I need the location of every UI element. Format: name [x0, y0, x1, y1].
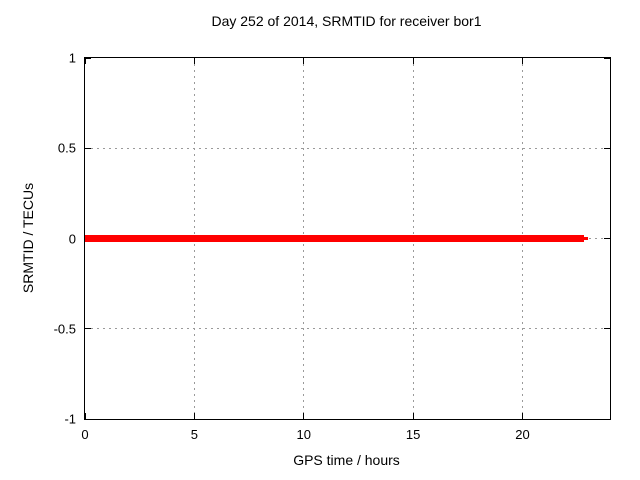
x-tick-mark [193, 413, 195, 419]
y-tick-mark [604, 328, 610, 330]
y-tick-mark [85, 147, 91, 149]
x-axis-label: GPS time / hours [293, 452, 400, 468]
x-tick-mark [84, 58, 86, 64]
x-tick-mark [84, 413, 86, 419]
x-tick-mark [303, 413, 305, 419]
y-tick-mark [85, 328, 91, 330]
y-tick-label: -0.5 [53, 321, 76, 337]
horizontal-gridline [85, 328, 610, 330]
y-tick-mark [604, 57, 610, 59]
horizontal-gridline [85, 147, 610, 149]
y-tick-label: 0.5 [57, 140, 76, 156]
x-tick-mark [193, 58, 195, 64]
x-tick-mark [303, 58, 305, 64]
y-tick-mark [85, 57, 91, 59]
series-line-srmtid [85, 235, 584, 242]
x-tick-mark [522, 58, 523, 64]
x-tick-mark [412, 413, 414, 419]
x-tick-mark [412, 58, 414, 64]
x-tick-label: 10 [296, 427, 311, 442]
y-tick-mark [604, 418, 610, 420]
x-tick-mark [522, 413, 523, 419]
y-axis-label: SRMTID / TECUs [20, 182, 36, 294]
y-tick-label: 0 [68, 231, 76, 246]
y-tick-mark [85, 418, 91, 420]
x-tick-label: 20 [515, 427, 530, 442]
x-tick-label: 0 [81, 427, 89, 442]
y-tick-label: 1 [68, 50, 76, 66]
y-tick-mark [604, 238, 610, 239]
x-tick-label: 15 [405, 427, 421, 442]
y-tick-mark [604, 147, 610, 149]
chart-title: Day 252 of 2014, SRMTID for receiver bor… [211, 13, 482, 29]
y-tick-label: -1 [64, 411, 76, 427]
plot-area: 0 5 10 15 20 1 0.5 0 -0.5 -1 [54, 51, 611, 442]
x-tick-label: 5 [190, 427, 198, 442]
series-line-end-cap [583, 237, 589, 240]
